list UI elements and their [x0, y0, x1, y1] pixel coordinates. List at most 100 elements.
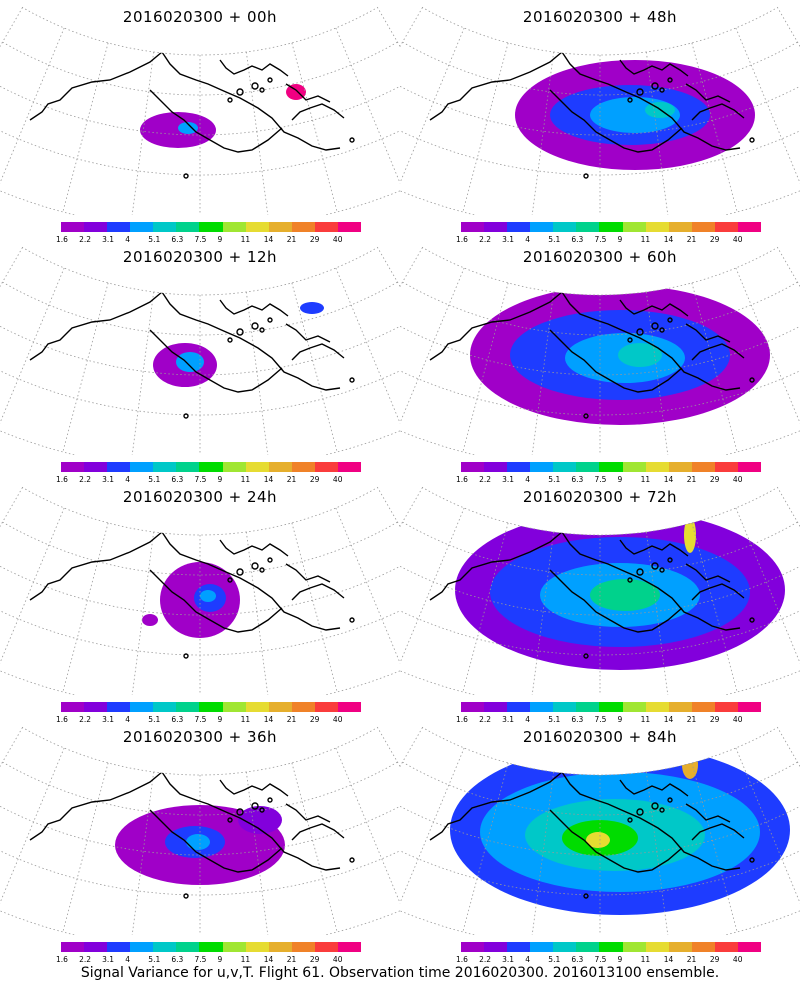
colorbar-tick-label: 1.6	[456, 475, 468, 484]
colorbar-swatch	[645, 222, 669, 232]
colorbar-tick-label: 2.2	[79, 955, 91, 964]
colorbar-swatch	[291, 462, 315, 472]
longitude-line	[462, 42, 509, 213]
island	[267, 797, 273, 803]
colorbar-tick-label: 7.5	[594, 715, 607, 724]
colorbar-tick-label: 40	[732, 475, 743, 484]
variance-contour	[186, 834, 210, 850]
colorbar-tick-label: 3.1	[502, 955, 515, 964]
coastlines	[429, 530, 755, 659]
longitude-line	[531, 51, 555, 215]
colorbar-swatch	[622, 702, 646, 712]
colorbar-swatch	[507, 942, 531, 952]
island	[251, 802, 259, 810]
colorbar-tick-label: 5.1	[548, 235, 561, 244]
island	[251, 322, 259, 330]
colorbar-tick-label: 29	[309, 235, 320, 244]
colorbar-tick-label: 21	[286, 955, 297, 964]
colorbar-swatch	[691, 942, 715, 952]
latitude-line	[0, 850, 400, 896]
coastline	[219, 779, 289, 797]
coastline	[691, 583, 745, 601]
coastline	[219, 59, 289, 77]
island	[349, 857, 355, 863]
colorbar-swatch	[337, 702, 362, 712]
coastline	[291, 583, 345, 601]
colorbar-swatch	[268, 222, 292, 232]
colorbar-swatch	[199, 942, 223, 952]
colorbar-swatch	[268, 462, 292, 472]
graticule	[0, 486, 400, 695]
colorbar-swatch	[668, 702, 692, 712]
colorbar-tick-label: 7.5	[194, 235, 207, 244]
colorbar-swatch	[737, 222, 762, 232]
map-projection	[400, 486, 800, 695]
graticule	[400, 246, 800, 455]
coastline	[685, 563, 731, 583]
island	[236, 808, 244, 816]
longitude-line	[531, 771, 555, 935]
coastline	[619, 59, 689, 77]
island	[651, 562, 659, 570]
colorbar-tick-label: 21	[286, 235, 297, 244]
colorbar-tick-label: 7.5	[194, 715, 207, 724]
colorbar-swatch	[176, 462, 200, 472]
colorbar-swatch	[222, 702, 246, 712]
colorbar-tick-label: 11	[640, 475, 651, 484]
variance-field	[455, 510, 785, 670]
colorbar	[461, 222, 762, 232]
colorbar-swatch	[153, 222, 177, 232]
colorbar-swatch	[291, 702, 315, 712]
island	[267, 557, 273, 563]
colorbar-tick-label: 1.6	[456, 955, 468, 964]
colorbar-tick-label: 2.2	[479, 235, 491, 244]
colorbar-tick-label: 4	[125, 475, 130, 484]
colorbar-swatch	[199, 222, 223, 232]
colorbar-tick-label: 11	[640, 715, 651, 724]
colorbar-tick-label: 3.1	[102, 955, 115, 964]
colorbar-swatch	[107, 702, 131, 712]
colorbar-swatch	[507, 702, 531, 712]
island	[183, 413, 189, 419]
colorbar-labels: 1.6 2.2 3.1 4 5.1 6.3 7.5 9 11 14 21 29 40	[54, 475, 374, 485]
colorbar-tick-label: 6.3	[571, 715, 584, 724]
colorbar-tick-label: 29	[309, 715, 320, 724]
island	[667, 317, 673, 323]
longitude-line	[0, 507, 65, 664]
variance-field	[142, 562, 240, 638]
colorbar-tick-label: 4	[525, 475, 530, 484]
colorbar-swatch	[84, 462, 108, 472]
colorbar-tick-label: 21	[286, 715, 297, 724]
island	[227, 337, 233, 343]
coastline	[149, 329, 283, 393]
colorbar-tick-label: 6.3	[171, 235, 184, 244]
island	[349, 377, 355, 383]
colorbar-tick-label: 14	[263, 235, 274, 244]
longitude-line	[645, 531, 669, 695]
coastline	[429, 530, 741, 631]
graticule	[400, 6, 800, 215]
map-projection	[0, 726, 400, 935]
longitude-line	[131, 771, 155, 935]
colorbar-tick-label: 14	[263, 475, 274, 484]
colorbar-swatch	[691, 222, 715, 232]
coastline	[549, 329, 683, 393]
colorbar-swatch	[530, 462, 554, 472]
colorbar-swatch	[130, 702, 154, 712]
colorbar-tick-label: 21	[686, 235, 697, 244]
island	[659, 87, 665, 93]
longitude-line	[131, 291, 155, 455]
colorbar-swatch	[268, 702, 292, 712]
colorbar-swatch	[576, 222, 600, 232]
coastline	[291, 103, 345, 121]
colorbar-swatch	[622, 462, 646, 472]
latitude-line	[0, 130, 400, 176]
coastline	[29, 770, 341, 871]
longitude-line	[691, 762, 738, 933]
colorbar	[461, 462, 762, 472]
colorbar-tick-label: 6.3	[571, 475, 584, 484]
island	[259, 87, 265, 93]
map-projection	[0, 486, 400, 695]
panel-title: 2016020300 + 84h	[522, 728, 678, 746]
coastline	[149, 809, 283, 873]
